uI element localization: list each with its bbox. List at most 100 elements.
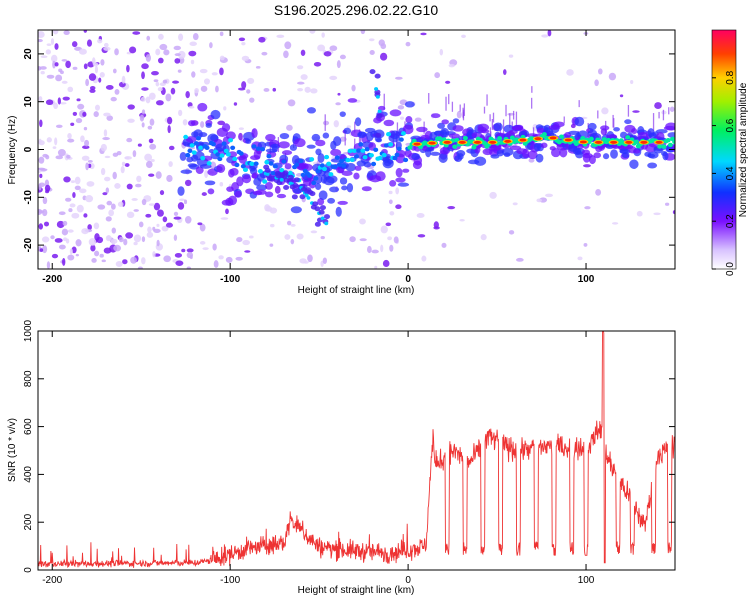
noise-blob [165,93,172,102]
noise-blob [38,183,42,191]
noise-blob [339,54,346,60]
track-halo [439,127,450,138]
noise-blob [114,48,119,56]
noise-blob [133,234,142,243]
hot-spot-center [564,138,572,142]
track-halo [593,152,602,159]
noise-blob [395,204,402,210]
noise-blob [137,266,143,269]
track-core [403,157,409,163]
noise-blob [601,107,609,115]
noise-blob [414,117,422,122]
noise-blob [65,197,72,202]
track-halo [256,184,268,191]
noise-blob [155,171,162,179]
noise-blob [480,234,487,241]
track-halo [588,155,596,165]
branch-blob [319,205,326,211]
track-core [396,146,402,151]
noise-blob [82,111,87,117]
noise-blob [44,184,51,192]
noise-blob [380,244,384,253]
snr-plot-area [38,331,675,569]
noise-blob [39,66,47,70]
noise-blob [276,34,285,39]
noise-blob [152,226,156,231]
noise-blob [179,198,186,201]
track-halo [333,136,342,147]
noise-blob [83,63,88,70]
track-halo [207,188,215,195]
track-halo [251,172,259,179]
track-halo [602,153,610,160]
y-tick-label: 200 [23,513,34,530]
noise-blob [110,238,118,244]
track-core [358,142,364,147]
noise-blob [118,236,124,243]
track-core [311,180,317,186]
noise-blob [367,245,372,254]
noise-blob [155,100,164,106]
noise-blob [163,255,172,263]
vertical-streak [354,138,356,149]
noise-blob [177,202,185,210]
track-core [354,154,359,159]
noise-blob [132,150,137,158]
noise-blob [598,68,603,75]
vertical-streak [597,110,599,119]
noise-blob [156,223,160,227]
noise-blob [75,253,79,257]
noise-blob [400,116,405,120]
track-halo [265,182,273,190]
track-core [221,141,227,146]
noise-blob [61,80,68,84]
noise-blob [103,247,112,254]
noise-blob [317,44,326,52]
noise-blob [50,38,55,45]
noise-blob [263,88,270,92]
track-core [266,153,272,159]
noise-blob [197,222,203,226]
noise-blob [147,125,153,130]
noise-blob [103,46,111,51]
noise-blob [111,203,116,210]
noise-blob [170,87,176,95]
noise-blob [203,78,210,85]
noise-blob [93,111,99,118]
branch-blob [309,191,316,197]
hot-spot-center [534,137,542,141]
noise-blob [503,69,507,75]
branch-blob [287,174,294,180]
noise-blob [63,30,70,36]
noise-blob [77,103,85,110]
track-halo [205,122,212,128]
track-halo [353,172,360,180]
y-tick-label: -20 [23,237,34,252]
track-core [452,144,458,149]
track-core [360,148,366,153]
noise-blob [219,55,225,61]
track-halo [185,136,197,143]
noise-blob [290,223,296,227]
track-halo [315,183,322,191]
track-halo [527,150,538,160]
track-core [228,138,234,143]
hot-spot-center [489,140,497,144]
branch-blob [293,177,300,183]
noise-blob [255,66,261,69]
track-core [368,153,374,158]
vertical-streak [383,93,385,110]
noise-blob [112,171,117,180]
track-halo [606,134,618,139]
noise-blob [52,146,57,149]
noise-blob [351,84,356,92]
track-core [185,152,191,158]
noise-blob [85,162,89,171]
vertical-streak [531,97,533,109]
noise-blob [489,191,497,199]
hot-spot-center [504,139,512,143]
noise-blob [153,228,161,233]
noise-blob [133,241,138,246]
vertical-streak [662,109,665,121]
vertical-streak [445,96,447,111]
